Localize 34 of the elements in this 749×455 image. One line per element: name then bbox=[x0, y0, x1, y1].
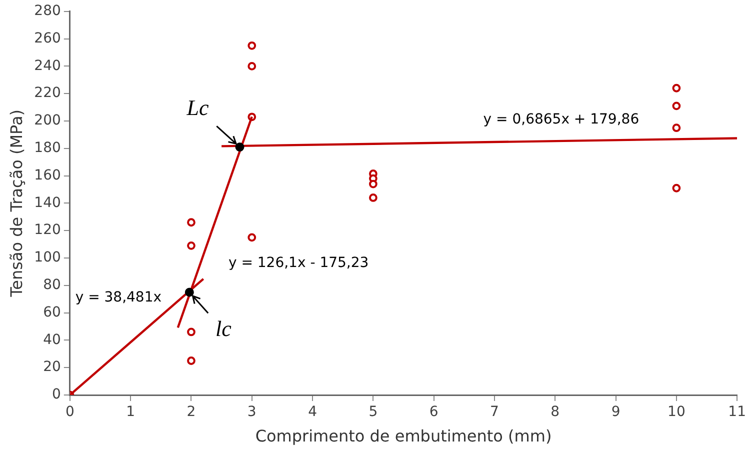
y-tick-label: 160 bbox=[34, 167, 61, 184]
y-tick-label: 100 bbox=[34, 250, 61, 266]
y-tick-label: 220 bbox=[34, 85, 61, 102]
annotation: Lc bbox=[186, 94, 209, 120]
x-tick-label: 8 bbox=[550, 404, 560, 420]
y-tick-label: 140 bbox=[34, 194, 61, 211]
y-tick-label: 80 bbox=[43, 277, 61, 294]
x-tick-label: 0 bbox=[65, 404, 74, 420]
x-tick-label: 4 bbox=[308, 404, 318, 420]
y-tick-label: 280 bbox=[34, 3, 61, 20]
x-tick-label: 7 bbox=[490, 404, 499, 420]
x-tick-label: 5 bbox=[368, 404, 378, 420]
y-axis-title: Tensão de Tração (MPa) bbox=[6, 109, 26, 298]
annotation: y = 38,481x bbox=[75, 289, 162, 306]
x-tick-label: 6 bbox=[429, 404, 438, 420]
y-tick-label: 200 bbox=[34, 112, 61, 129]
annotation: y = 0,6865x + 179,86 bbox=[483, 111, 640, 128]
y-tick-label: 20 bbox=[43, 359, 61, 376]
y-tick-label: 240 bbox=[34, 58, 61, 74]
y-tick-label: 0 bbox=[52, 386, 61, 403]
x-tick-label: 3 bbox=[247, 404, 256, 420]
x-tick-label: 9 bbox=[611, 404, 620, 420]
x-tick-label: 2 bbox=[186, 404, 196, 420]
y-tick-label: 60 bbox=[43, 304, 61, 320]
y-tick-label: 180 bbox=[34, 140, 61, 156]
x-tick-label: 1 bbox=[126, 404, 136, 420]
y-tick-label: 40 bbox=[43, 332, 61, 348]
x-tick-label: 10 bbox=[668, 404, 686, 420]
x-tick-label: 11 bbox=[728, 404, 746, 420]
annotation: lc bbox=[215, 316, 232, 342]
y-tick-label: 120 bbox=[34, 222, 61, 238]
y-tick-label: 260 bbox=[34, 30, 61, 46]
annotation: y = 126,1x - 175,23 bbox=[228, 255, 369, 272]
x-axis-title: Comprimento de embutimento (mm) bbox=[255, 426, 552, 446]
